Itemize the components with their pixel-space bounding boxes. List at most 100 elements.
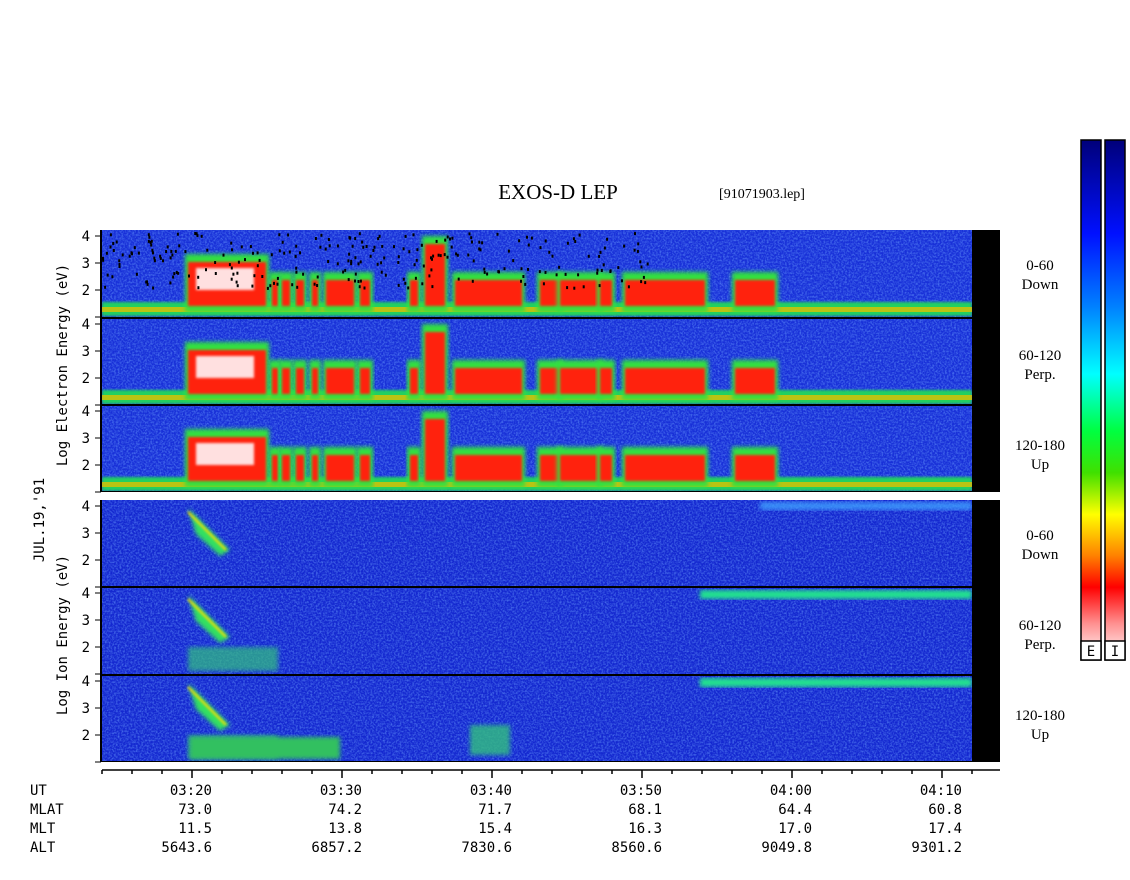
ephemeris-value: 04:10 — [920, 783, 962, 799]
noise-dot — [609, 270, 612, 273]
noise-dot — [572, 237, 575, 241]
electron-burst — [296, 455, 304, 481]
noise-dot — [470, 236, 473, 240]
ephemeris-row-label: MLT — [30, 821, 56, 837]
electron-burst — [455, 368, 522, 394]
noise-dot — [431, 285, 434, 289]
noise-dot — [214, 272, 217, 275]
noise-dot — [151, 248, 154, 252]
noise-dot — [150, 239, 153, 243]
noise-dot — [526, 235, 528, 239]
noise-dot — [471, 279, 474, 283]
noise-dot — [369, 254, 372, 258]
noise-dot — [174, 249, 177, 253]
time-axis — [101, 769, 1000, 778]
electron-burst — [410, 280, 418, 306]
y-tick-label: 2 — [82, 371, 90, 387]
noise-dot — [603, 246, 606, 250]
ion-colorbar-label: I — [1111, 644, 1119, 660]
noise-dot — [350, 262, 353, 266]
noise-dot — [587, 254, 590, 258]
panel-label-angle: 120-180 — [1015, 438, 1065, 454]
noise-dot — [133, 246, 136, 250]
noise-dot — [357, 280, 360, 283]
noise-dot — [169, 256, 172, 260]
electron-burst — [425, 419, 445, 481]
noise-dot — [173, 272, 176, 276]
electron-burst — [360, 280, 370, 306]
noise-dot — [261, 275, 264, 278]
noise-dot — [128, 254, 131, 258]
ephemeris-value: 03:20 — [170, 783, 212, 799]
ephemeris-value: 9301.2 — [911, 840, 962, 856]
noise-dot — [574, 240, 577, 243]
noise-dot — [146, 282, 149, 286]
ion-high-energy-band — [760, 502, 972, 510]
noise-dot — [206, 248, 209, 252]
noise-dot — [365, 245, 368, 248]
noise-dot — [520, 279, 522, 283]
noise-dot — [413, 263, 416, 267]
noise-dot — [362, 245, 365, 249]
noise-dot — [623, 244, 626, 248]
noise-dot — [319, 245, 322, 249]
y-tick-labels: 4 3 2 4 3 2 4 3 2 4 3 2 4 3 2 4 3 2 — [82, 229, 101, 763]
y-tick-label: 4 — [82, 229, 90, 245]
noise-dot — [172, 275, 175, 279]
noise-dot — [555, 273, 558, 277]
electron-burst — [410, 368, 418, 394]
ephemeris-value: 7830.6 — [461, 840, 512, 856]
noise-dot — [230, 241, 233, 245]
noise-dot — [527, 267, 529, 271]
ion-dispersion-core — [187, 598, 227, 638]
electron-burst — [312, 368, 318, 394]
electron-colorbar-label-box — [1080, 640, 1102, 661]
electron-spectrogram — [100, 230, 1000, 492]
noise-dot — [551, 254, 554, 258]
noise-dot — [357, 262, 360, 266]
noise-dot — [342, 270, 345, 274]
noise-dot — [380, 270, 383, 274]
noise-dot — [472, 259, 475, 263]
noise-dot — [373, 245, 376, 249]
ephemeris-value: 16.3 — [628, 821, 662, 837]
noise-dot — [354, 272, 357, 276]
panel-label-angle: 60-120 — [1019, 618, 1062, 634]
noise-dot — [295, 266, 298, 270]
noise-dot — [148, 235, 151, 239]
noise-dot — [522, 275, 525, 278]
panel-label-angle: 60-120 — [1019, 348, 1062, 364]
noise-dot — [236, 271, 239, 275]
noise-dot — [115, 240, 118, 244]
noise-dot — [288, 250, 291, 254]
electron-colorbar — [1080, 139, 1102, 661]
date-label: JUL.19,'91 — [32, 478, 48, 562]
noise-dot — [177, 271, 180, 275]
noise-dot — [404, 234, 407, 238]
panel-label-direction: Down — [1022, 277, 1059, 293]
noise-dot — [397, 255, 400, 259]
file-name: [91071903.lep] — [719, 187, 805, 202]
noise-dot — [295, 270, 298, 274]
noise-dot — [431, 257, 433, 261]
ephemeris-value: 17.4 — [928, 821, 962, 837]
noise-dot — [558, 265, 561, 269]
noise-dot — [281, 240, 284, 244]
ephemeris-value: 15.4 — [478, 821, 512, 837]
ion-noise — [102, 500, 972, 761]
electron-burst — [312, 280, 318, 306]
electron-burst — [540, 280, 560, 306]
electron-burst — [560, 280, 600, 306]
noise-dot — [636, 249, 639, 253]
ion-burst — [470, 725, 510, 755]
noise-dot — [347, 259, 350, 263]
electron-burst — [455, 455, 522, 481]
noise-dot — [171, 253, 174, 257]
electron-burst — [600, 280, 612, 306]
noise-dot — [358, 232, 361, 236]
noise-dot — [524, 282, 527, 286]
noise-dot — [446, 255, 449, 259]
electron-burst-core — [196, 268, 254, 290]
noise-dot — [266, 286, 269, 290]
